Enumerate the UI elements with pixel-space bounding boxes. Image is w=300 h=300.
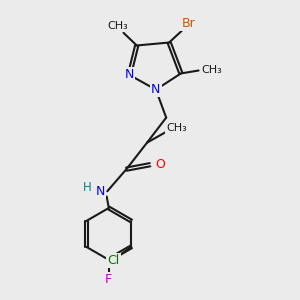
Text: N: N — [125, 68, 134, 81]
Text: CH₃: CH₃ — [202, 65, 222, 76]
Text: O: O — [155, 158, 165, 171]
Text: Br: Br — [182, 17, 195, 30]
Text: H: H — [83, 181, 92, 194]
Text: N: N — [95, 185, 105, 198]
Text: CH₃: CH₃ — [107, 21, 128, 31]
Text: CH₃: CH₃ — [166, 123, 187, 133]
Text: Cl: Cl — [107, 254, 120, 267]
Text: N: N — [151, 83, 160, 96]
Text: F: F — [105, 273, 112, 286]
